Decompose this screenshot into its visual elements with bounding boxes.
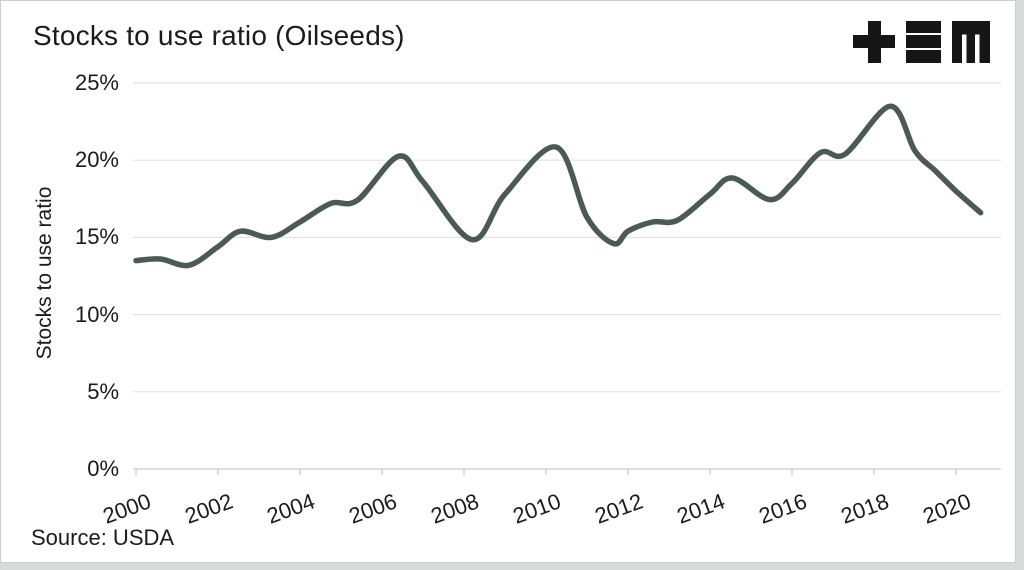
bar bbox=[906, 20, 941, 33]
triple-bar-icon bbox=[906, 20, 941, 63]
bar bbox=[906, 50, 941, 63]
bar bbox=[906, 35, 941, 48]
chart-title: Stocks to use ratio (Oilseeds) bbox=[33, 20, 405, 51]
y-axis-title: Stocks to use ratio bbox=[33, 186, 56, 360]
y-tick-label: 25% bbox=[74, 70, 119, 95]
brand-logo bbox=[853, 20, 990, 63]
source-note: Source: USDA bbox=[31, 525, 175, 550]
y-tick-label: 15% bbox=[74, 224, 119, 250]
m-icon bbox=[952, 20, 990, 63]
y-tick-label: 10% bbox=[74, 301, 119, 327]
data-line bbox=[133, 103, 984, 269]
plus-icon bbox=[853, 20, 895, 63]
y-tick-label: 0% bbox=[87, 456, 119, 481]
y-tick-label: 5% bbox=[87, 378, 119, 404]
plus-icon-horizontal-bar bbox=[853, 35, 895, 48]
y-tick-label: 20% bbox=[74, 147, 119, 173]
